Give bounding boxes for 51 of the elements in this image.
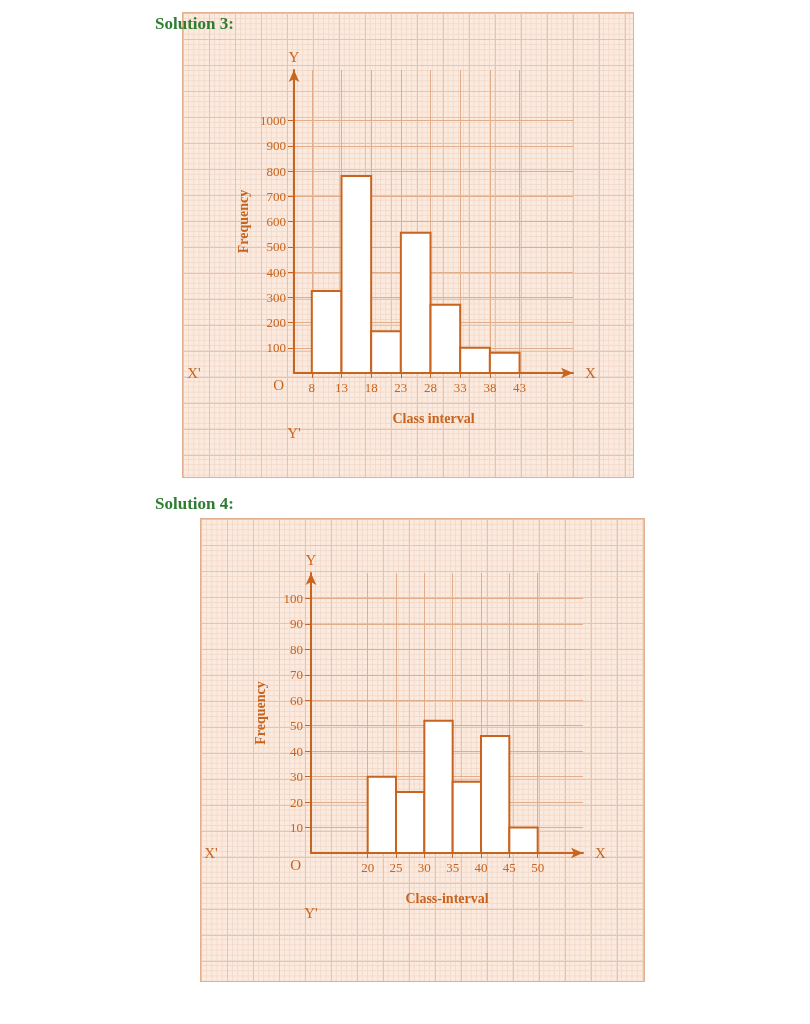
- y-tick-label: 90: [290, 616, 303, 632]
- y-tick-label: 400: [266, 264, 286, 280]
- y-tick-label: 200: [266, 315, 286, 330]
- x-tick-label: 40: [474, 860, 488, 875]
- text: X: [595, 845, 606, 861]
- y-tick-label: 100: [283, 590, 303, 606]
- text: Y': [287, 424, 302, 441]
- x-tick-label: 28: [424, 380, 438, 395]
- y-tick-label: 600: [266, 214, 286, 229]
- x-tick-label: 13: [334, 380, 348, 395]
- y-tick-label: 800: [266, 163, 286, 179]
- x-tick-label: 50: [531, 860, 545, 875]
- chart-title: Solution 4:: [155, 494, 234, 513]
- x-tick-label: 43: [513, 380, 527, 395]
- text: Y: [305, 551, 317, 568]
- y-tick-label: 500: [266, 239, 286, 255]
- y-tick-label: 50: [290, 718, 303, 734]
- text: X': [187, 365, 202, 381]
- x-tick-label: 33: [453, 380, 467, 395]
- y-tick-label: 20: [290, 794, 303, 810]
- text: O: [290, 856, 302, 873]
- x-axis-title: Class-interval: [405, 890, 489, 906]
- y-tick-label: 40: [290, 743, 303, 759]
- x-tick-label: 18: [364, 380, 378, 395]
- y-axis-title: Frequency: [235, 189, 251, 254]
- y-tick-label: 700: [266, 188, 286, 204]
- y-tick-label: 60: [290, 692, 303, 708]
- x-tick-label: 8: [308, 380, 316, 395]
- text: Y': [304, 904, 319, 921]
- text: X: [585, 365, 596, 381]
- y-tick-label: 900: [266, 138, 286, 154]
- x-tick-label: 38: [483, 380, 497, 395]
- y-axis-title: Frequency: [252, 681, 268, 745]
- x-axis-title: Class interval: [392, 410, 475, 426]
- x-tick-label: 45: [502, 860, 516, 875]
- text: O: [273, 376, 285, 393]
- text: X': [204, 845, 219, 861]
- y-tick-label: 300: [266, 289, 286, 305]
- y-tick-label: 70: [290, 667, 303, 683]
- x-tick-label: 35: [446, 860, 460, 875]
- y-tick-label: 30: [290, 769, 303, 785]
- y-tick-label: 10: [290, 820, 303, 836]
- x-tick-label: 20: [361, 860, 375, 875]
- x-tick-label: 23: [394, 380, 408, 395]
- x-tick-label: 30: [417, 860, 431, 875]
- y-tick-label: 100: [266, 340, 286, 356]
- text: Y: [288, 48, 300, 65]
- chart-title: Solution 3:: [155, 14, 234, 33]
- x-tick-label: 25: [389, 860, 403, 875]
- y-tick-label: 1000: [260, 113, 286, 128]
- y-tick-label: 80: [290, 641, 303, 657]
